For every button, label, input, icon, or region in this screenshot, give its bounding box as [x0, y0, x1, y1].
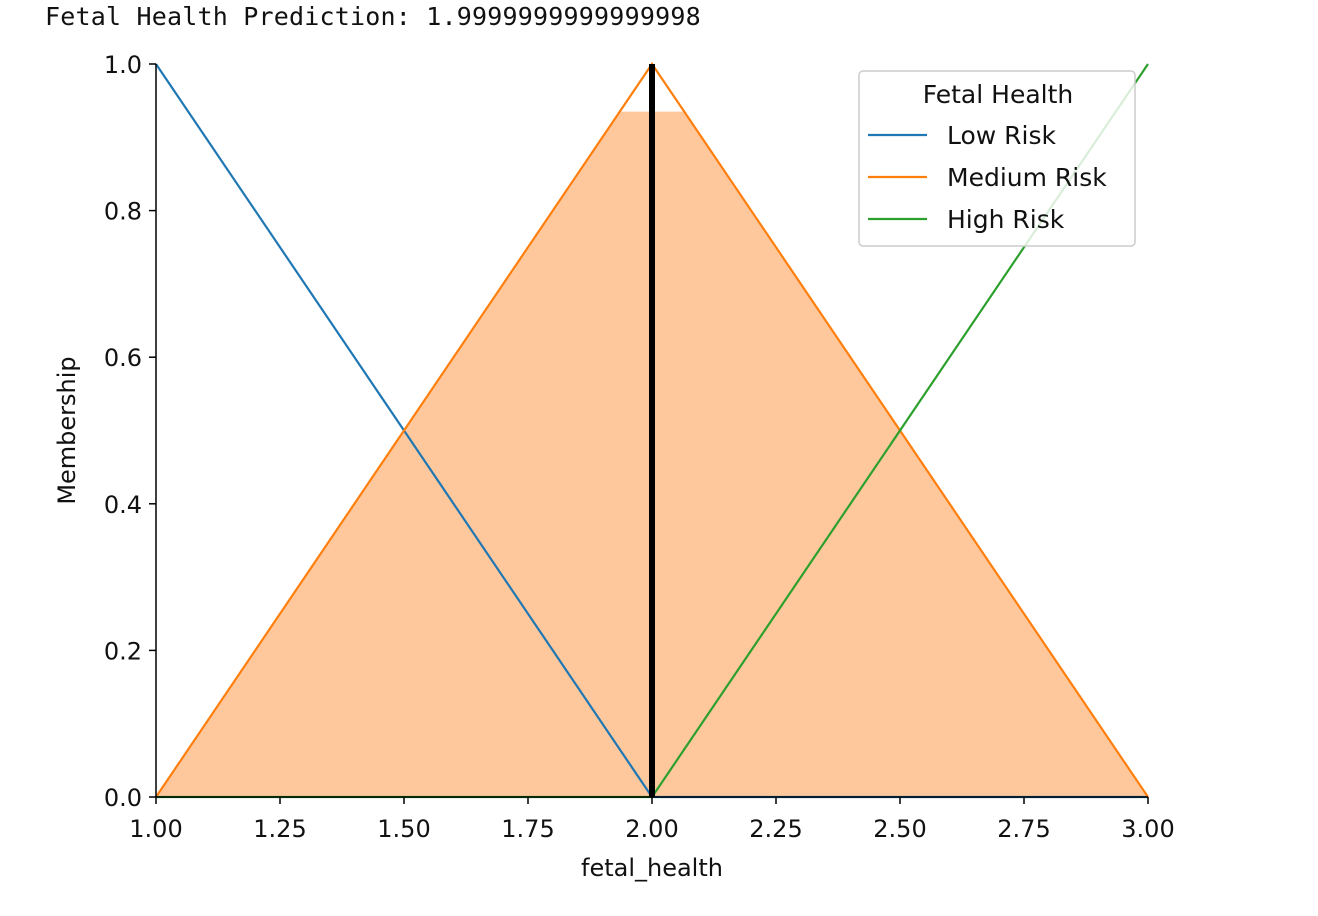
- legend-box: [858, 70, 1136, 247]
- legend-label-low-risk: Low Risk: [947, 121, 1057, 150]
- y-axis-ticks: 0.0 0.2 0.4 0.6 0.8 1.0: [104, 51, 156, 812]
- x-tick-label: 1.25: [253, 815, 306, 843]
- x-tick-label: 1.75: [501, 815, 554, 843]
- y-axis-label: Membership: [53, 356, 81, 504]
- x-axis-label: fetal_health: [581, 854, 723, 882]
- y-tick-label: 1.0: [104, 51, 142, 79]
- x-axis-ticks: 1.00 1.25 1.50 1.75 2.00 2.25 2.50 2.75 3.00: [129, 797, 1175, 843]
- axes: 1.00 1.25 1.50 1.75 2.00 2.25 2.50 2.75 3.00 0.0…: [53, 51, 1175, 882]
- x-tick-label: 1.00: [129, 815, 182, 843]
- legend-entries: Low Risk Medium Risk High Risk: [868, 121, 1107, 234]
- x-tick-label: 2.50: [873, 815, 926, 843]
- legend-label-high-risk: High Risk: [947, 205, 1065, 234]
- prediction-value: 1.9999999999999998: [426, 2, 701, 31]
- y-tick-label: 0.4: [104, 491, 142, 519]
- prediction-output: Fetal Health Prediction: 1.9999999999999…: [45, 2, 701, 31]
- y-tick-label: 0.0: [104, 784, 142, 812]
- y-tick-label: 0.6: [104, 344, 142, 372]
- x-tick-label: 2.00: [625, 815, 678, 843]
- prediction-label: Fetal Health Prediction:: [45, 2, 412, 31]
- legend-title: Fetal Health: [923, 80, 1074, 109]
- y-tick-label: 0.8: [104, 198, 142, 226]
- legend-label-medium-risk: Medium Risk: [947, 163, 1107, 192]
- x-tick-label: 2.25: [749, 815, 802, 843]
- legend: Fetal Health Low Risk Medium Risk High Ris…: [858, 70, 1136, 247]
- x-tick-label: 3.00: [1121, 815, 1174, 843]
- x-tick-label: 1.50: [377, 815, 430, 843]
- y-tick-label: 0.2: [104, 637, 142, 665]
- x-tick-label: 2.75: [997, 815, 1050, 843]
